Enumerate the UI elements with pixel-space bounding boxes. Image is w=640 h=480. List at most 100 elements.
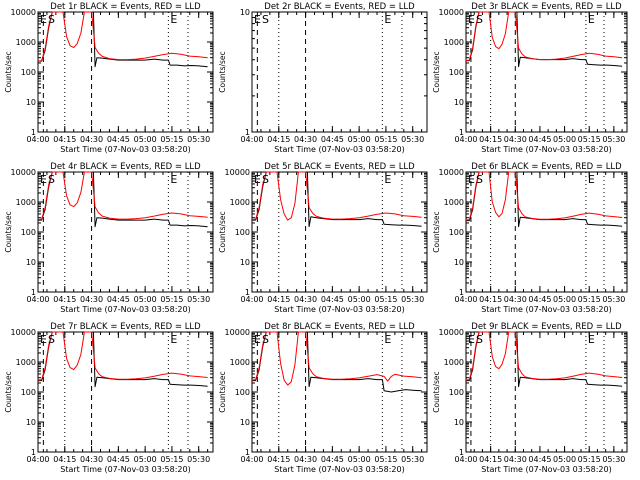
y-axis-label: Counts/sec [4, 51, 13, 92]
x-axis-label: Start Time (07-Nov-03 03:58:20) [481, 145, 611, 154]
x-tick-label: 04:15 [267, 455, 290, 464]
x-tick-label: 05:00 [348, 135, 371, 144]
x-tick-label: 05:00 [553, 135, 576, 144]
chart-title: Det 4r BLACK = Events, RED = LLD [50, 162, 201, 172]
series-line-red [37, 331, 208, 381]
x-tick-label: 04:00 [26, 295, 49, 304]
x-tick-label: 04:45 [107, 455, 130, 464]
chart-title: Det 1r BLACK = Events, RED = LLD [50, 2, 201, 12]
plot-frame [251, 11, 428, 133]
x-tick-label: 04:30 [294, 135, 317, 144]
series-line-red [465, 11, 623, 62]
x-tick-label: 05:00 [348, 455, 371, 464]
annotation-letter: E [40, 173, 47, 186]
x-tick-label: 04:30 [80, 135, 103, 144]
x-axis-label: Start Time (07-Nov-03 03:58:20) [60, 305, 190, 314]
y-tick-label: 1000 [444, 198, 464, 207]
annotation-letter: S [476, 173, 483, 186]
y-axis-label: Counts/sec [218, 211, 227, 252]
plot-frame [37, 171, 214, 293]
y-tick-label: 10 [454, 418, 464, 427]
chart-title: Det 3r BLACK = Events, RED = LLD [471, 2, 622, 12]
annotation-letter: S [48, 13, 55, 26]
annotation-letter: E [384, 333, 391, 346]
x-tick-label: 04:45 [528, 135, 551, 144]
y-tick-label: 1 [245, 128, 250, 137]
y-tick-label: 1000 [230, 358, 250, 367]
annotation-letter: E [170, 13, 177, 26]
x-axis-label: Start Time (07-Nov-03 03:58:20) [274, 305, 404, 314]
chart-title: Det 2r BLACK = Events, RED = LLD [264, 2, 415, 12]
x-tick-label: 04:15 [53, 455, 76, 464]
x-tick-label: 05:15 [160, 295, 183, 304]
annotation-letter: E [588, 173, 595, 186]
y-tick-label: 1 [31, 128, 36, 137]
x-tick-label: 05:30 [602, 295, 625, 304]
x-tick-label: 05:15 [374, 295, 397, 304]
series-line-black [252, 171, 422, 228]
x-tick-label: 04:30 [294, 455, 317, 464]
y-tick-label: 1000 [444, 358, 464, 367]
series-line-black [466, 331, 623, 388]
chart-panel-7: 1 10 100 1000 10000 04:00 04:15 04:30 04:45 05:00… [4, 322, 214, 474]
y-axis-label: Counts/sec [432, 51, 441, 92]
x-axis-label: Start Time (07-Nov-03 03:58:20) [60, 465, 190, 474]
chart-panel-6: 1 10 100 1000 10000 04:00 04:15 04:30 04:45 05:00… [432, 162, 628, 314]
x-tick-label: 05:00 [134, 135, 157, 144]
y-axis-label: Counts/sec [218, 371, 227, 412]
x-tick-label: 04:15 [267, 135, 290, 144]
y-tick-label: 1000 [230, 198, 250, 207]
series-line-red [37, 171, 208, 221]
x-axis-label: Start Time (07-Nov-03 03:58:20) [60, 145, 190, 154]
y-tick-label: 100 [21, 388, 36, 397]
chart-panel-3: 1 10 100 1000 10000 04:00 04:15 04:30 04:45 05:00… [432, 2, 628, 154]
x-tick-label: 05:30 [187, 455, 210, 464]
chart-title: Det 8r BLACK = Events, RED = LLD [264, 322, 415, 332]
annotation-letter: S [262, 173, 269, 186]
x-tick-label: 04:30 [80, 455, 103, 464]
x-tick-label: 04:30 [504, 135, 527, 144]
y-tick-label: 10 [454, 98, 464, 107]
x-tick-label: 04:00 [26, 135, 49, 144]
x-axis-label: Start Time (07-Nov-03 03:58:20) [481, 305, 611, 314]
x-tick-label: 05:15 [374, 455, 397, 464]
x-axis-label: Start Time (07-Nov-03 03:58:20) [481, 465, 611, 474]
plot-frame [251, 171, 428, 293]
series-line-red [251, 331, 422, 386]
y-tick-label: 1 [31, 448, 36, 457]
annotation-letter: S [48, 333, 55, 346]
chart-panel-8: 1 10 100 1000 10000 04:00 04:15 04:30 04:45 05:00… [218, 322, 428, 474]
annotation-letter: S [262, 333, 269, 346]
y-axis-label: Counts/sec [218, 51, 227, 92]
annotation-letter: E [468, 333, 475, 346]
x-tick-label: 04:45 [321, 455, 344, 464]
plot-frame [37, 331, 214, 453]
y-tick-label: 100 [21, 228, 36, 237]
annotation-letter: E [468, 173, 475, 186]
y-tick-label: 1 [31, 288, 36, 297]
x-tick-label: 05:00 [348, 295, 371, 304]
chart-title: Det 5r BLACK = Events, RED = LLD [264, 162, 415, 172]
y-tick-label: 10000 [11, 168, 36, 177]
x-tick-label: 04:00 [240, 295, 263, 304]
x-tick-label: 05:30 [602, 135, 625, 144]
annotation-letter: E [384, 13, 391, 26]
plot-frame [251, 331, 428, 453]
x-tick-label: 04:00 [454, 295, 477, 304]
x-tick-label: 04:45 [528, 455, 551, 464]
y-tick-label: 10000 [225, 168, 250, 177]
annotation-letter: E [170, 333, 177, 346]
x-axis-label: Start Time (07-Nov-03 03:58:20) [274, 465, 404, 474]
x-tick-label: 05:15 [578, 135, 601, 144]
annotation-letter: E [40, 333, 47, 346]
y-tick-label: 10 [240, 8, 250, 17]
x-tick-label: 05:30 [187, 135, 210, 144]
y-tick-label: 10 [26, 98, 36, 107]
x-tick-label: 05:30 [401, 135, 424, 144]
x-tick-label: 05:00 [553, 455, 576, 464]
y-axis-label: Counts/sec [4, 371, 13, 412]
x-axis-label: Start Time (07-Nov-03 03:58:20) [274, 145, 404, 154]
y-tick-label: 10000 [439, 328, 464, 337]
x-tick-label: 05:15 [160, 135, 183, 144]
x-tick-label: 04:30 [504, 455, 527, 464]
